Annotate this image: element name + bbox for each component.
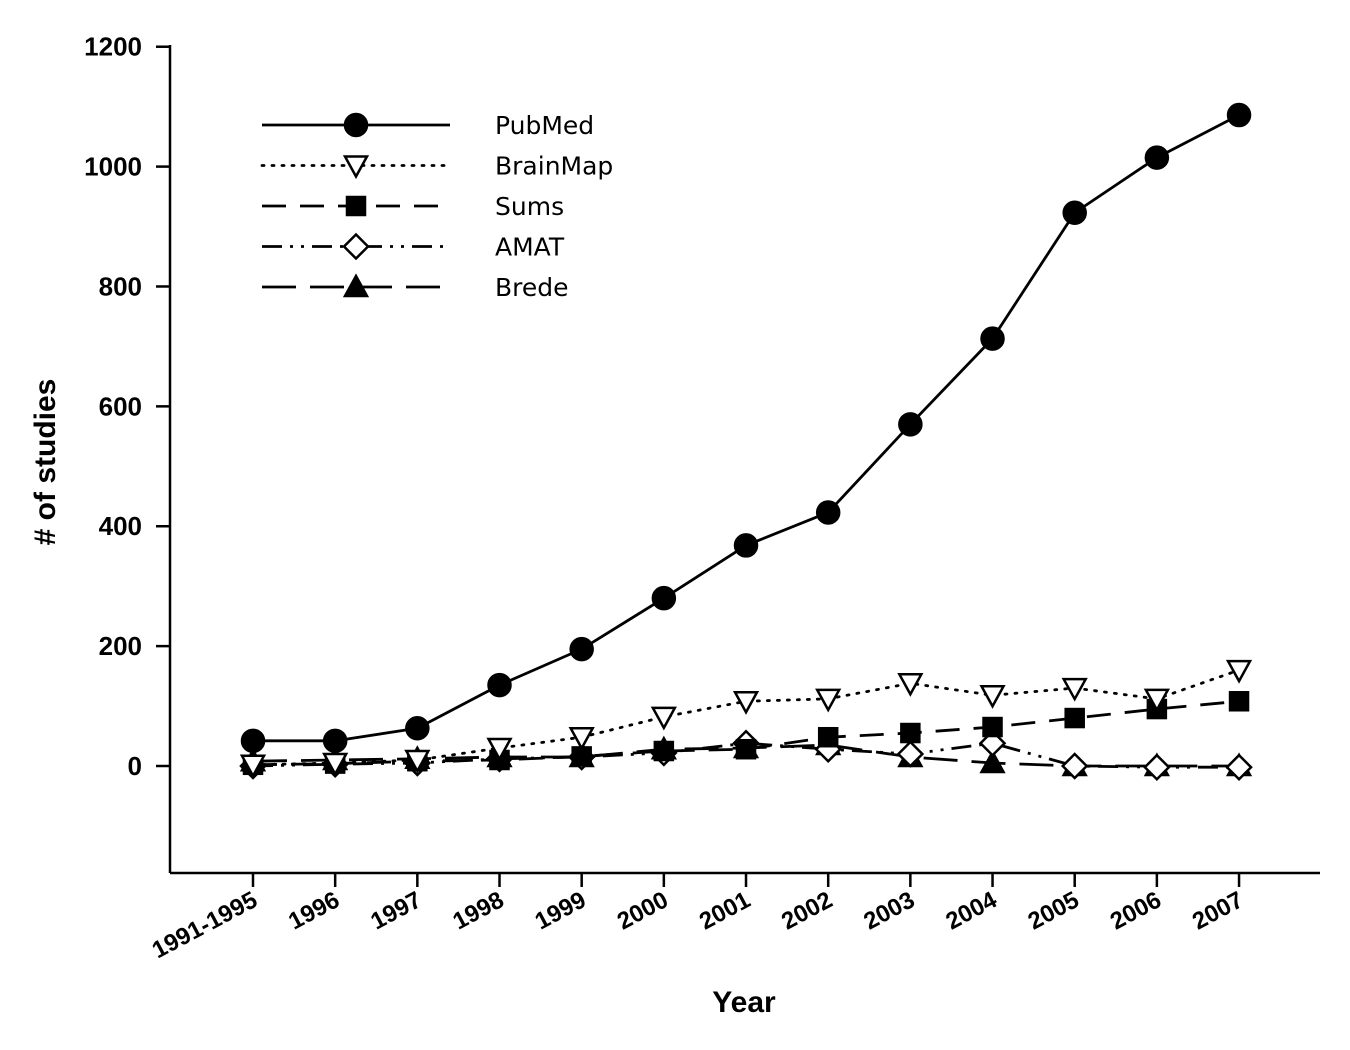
- data-point-amat: [1225, 753, 1253, 781]
- data-point-brainmap: [1143, 688, 1170, 713]
- x-tick-label: 2007: [1188, 886, 1248, 935]
- data-point-pubmed: [815, 500, 841, 525]
- y-tick-label: 400: [99, 511, 142, 541]
- legend-item-sums: Sums: [262, 192, 564, 221]
- series-pubmed: [240, 102, 1252, 754]
- legend-label: PubMed: [495, 111, 594, 140]
- legend-item-brede: Brede: [262, 273, 569, 302]
- data-point-pubmed: [651, 585, 677, 611]
- legend-marker: [345, 195, 367, 217]
- y-tick-label: 1200: [84, 32, 142, 62]
- legend-item-pubmed: PubMed: [262, 111, 594, 140]
- data-point-brainmap: [322, 752, 349, 777]
- x-tick-label: 1998: [449, 886, 509, 935]
- series-line-pubmed: [253, 113, 1240, 743]
- y-tick-label: 200: [99, 631, 142, 661]
- data-point-amat: [1060, 752, 1089, 780]
- data-point-pubmed: [733, 533, 759, 558]
- data-point-brainmap: [404, 749, 431, 774]
- legend-marker: [342, 273, 370, 298]
- x-tick-label: 1997: [366, 886, 426, 935]
- y-tick-label: 800: [99, 271, 142, 301]
- data-point-pubmed: [322, 728, 348, 754]
- y-tick-label: 1000: [84, 152, 142, 182]
- data-point-brainmap: [568, 726, 595, 751]
- y-axis-title: # of studies: [29, 379, 62, 546]
- data-point-brainmap: [239, 754, 267, 779]
- x-tick-label: 2002: [777, 886, 837, 935]
- data-point-pubmed: [1144, 145, 1170, 170]
- data-point-brainmap: [1225, 659, 1253, 684]
- y-tick-label: 0: [128, 751, 142, 781]
- x-tick-label: 1999: [531, 886, 591, 935]
- data-point-sums: [1228, 691, 1250, 712]
- x-tick-label: 2003: [859, 886, 919, 935]
- legend-label: AMAT: [495, 233, 565, 262]
- data-point-pubmed: [569, 636, 594, 662]
- data-point-pubmed: [240, 728, 266, 754]
- data-point-brainmap: [979, 685, 1006, 709]
- x-axis-title: Year: [712, 986, 776, 1019]
- data-point-pubmed: [1226, 102, 1252, 128]
- x-tick-label: 2000: [613, 886, 673, 935]
- x-tick-label: 2001: [695, 886, 755, 935]
- x-tick-label: 2004: [942, 886, 1002, 935]
- data-point-pubmed: [1062, 200, 1087, 226]
- legend-marker: [342, 155, 370, 180]
- data-point-pubmed: [405, 715, 430, 741]
- data-point-brede: [979, 749, 1006, 774]
- legend: PubMed BrainMap Sums AMAT Brede: [260, 111, 613, 302]
- legend-label: Brede: [495, 273, 569, 302]
- data-point-sums: [735, 738, 757, 760]
- data-point-sums: [982, 716, 1003, 738]
- x-tick-label: 1991-1995: [148, 886, 262, 964]
- legend-item-brainmap: BrainMap: [260, 152, 613, 181]
- data-point-pubmed: [487, 672, 512, 698]
- data-point-brainmap: [486, 737, 513, 762]
- data-point-sums: [653, 740, 675, 762]
- y-tick-label: 600: [99, 391, 142, 421]
- data-point-pubmed: [980, 326, 1005, 351]
- data-point-brainmap: [815, 688, 842, 713]
- data-point-brainmap: [1061, 677, 1088, 702]
- data-point-sums: [900, 722, 921, 744]
- data-point-brainmap: [650, 706, 677, 731]
- data-point-amat: [896, 740, 925, 768]
- legend-marker: [342, 232, 370, 261]
- x-tick-label: 2005: [1024, 886, 1084, 935]
- series-layer: [239, 102, 1253, 781]
- data-point-brainmap: [732, 691, 760, 715]
- legend-label: BrainMap: [495, 152, 613, 181]
- legend-item-amat: AMAT: [262, 233, 565, 262]
- data-point-sums: [1064, 707, 1085, 729]
- x-tick-label: 2006: [1106, 886, 1166, 935]
- series-brainmap: [239, 659, 1253, 779]
- data-point-pubmed: [898, 412, 923, 437]
- data-point-brainmap: [897, 673, 924, 697]
- data-point-amat: [1143, 753, 1171, 781]
- data-point-sums: [817, 726, 839, 748]
- x-tick-label: 1996: [284, 886, 344, 935]
- legend-marker: [343, 112, 369, 138]
- legend-label: Sums: [495, 192, 564, 221]
